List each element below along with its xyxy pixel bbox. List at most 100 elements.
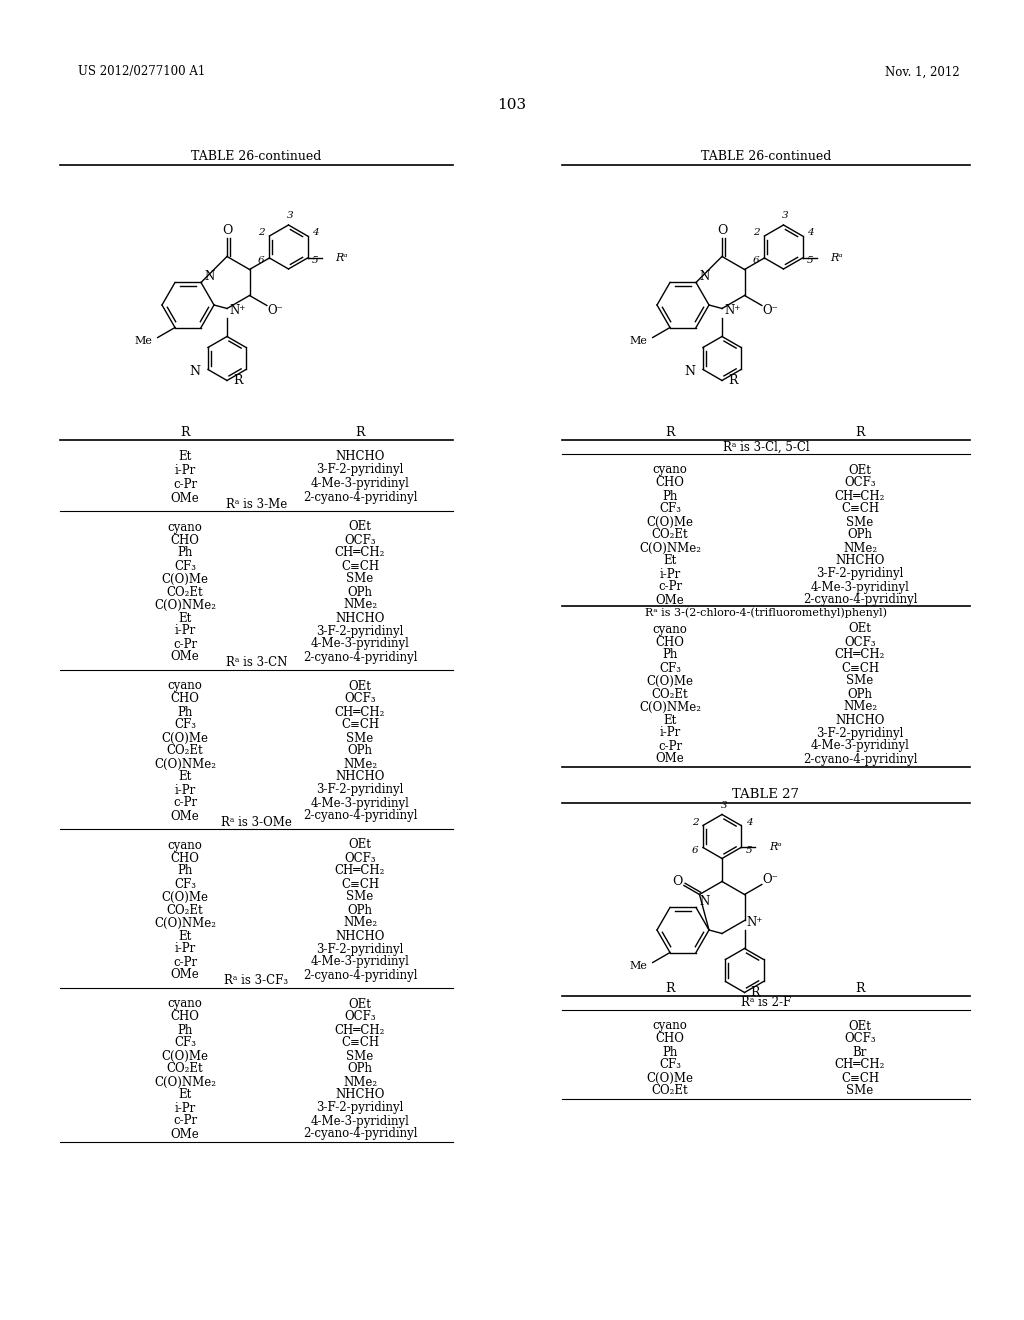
Text: CHO: CHO <box>171 1011 200 1023</box>
Text: CF₃: CF₃ <box>174 560 196 573</box>
Text: i-Pr: i-Pr <box>659 726 681 739</box>
Text: OEt: OEt <box>348 998 372 1011</box>
Text: Rᵃ is 2-F: Rᵃ is 2-F <box>741 997 792 1010</box>
Text: C(O)NMe₂: C(O)NMe₂ <box>639 701 701 714</box>
Text: N: N <box>699 895 710 908</box>
Text: OMe: OMe <box>171 969 200 982</box>
Text: 3-F-2-pyridinyl: 3-F-2-pyridinyl <box>316 624 403 638</box>
Text: Rᵃ is 3-CN: Rᵃ is 3-CN <box>226 656 287 669</box>
Text: 3-F-2-pyridinyl: 3-F-2-pyridinyl <box>816 726 904 739</box>
Text: Me: Me <box>630 335 647 346</box>
Text: CF₃: CF₃ <box>174 718 196 731</box>
Text: c-Pr: c-Pr <box>173 638 197 651</box>
Text: N: N <box>699 271 710 282</box>
Text: C(O)NMe₂: C(O)NMe₂ <box>154 758 216 771</box>
Text: Ph: Ph <box>663 648 678 661</box>
Text: SMe: SMe <box>346 573 374 586</box>
Text: C(O)Me: C(O)Me <box>162 1049 209 1063</box>
Text: C(O)Me: C(O)Me <box>162 731 209 744</box>
Text: R: R <box>180 425 189 438</box>
Text: CF₃: CF₃ <box>659 1059 681 1072</box>
Text: SMe: SMe <box>346 891 374 903</box>
Text: OEt: OEt <box>849 1019 871 1032</box>
Text: SMe: SMe <box>847 1085 873 1097</box>
Text: OCF₃: OCF₃ <box>344 533 376 546</box>
Text: NMe₂: NMe₂ <box>343 758 377 771</box>
Text: Ph: Ph <box>177 865 193 878</box>
Text: N: N <box>189 366 200 378</box>
Text: O⁻: O⁻ <box>267 304 284 317</box>
Text: 2-cyano-4-pyridinyl: 2-cyano-4-pyridinyl <box>303 491 417 504</box>
Text: 4-Me-3-pyridinyl: 4-Me-3-pyridinyl <box>310 478 410 491</box>
Text: 2-cyano-4-pyridinyl: 2-cyano-4-pyridinyl <box>303 969 417 982</box>
Text: OMe: OMe <box>171 1127 200 1140</box>
Text: CO₂Et: CO₂Et <box>651 528 688 541</box>
Text: OEt: OEt <box>849 623 871 635</box>
Text: c-Pr: c-Pr <box>658 739 682 752</box>
Text: C≡CH: C≡CH <box>841 661 879 675</box>
Text: cyano: cyano <box>168 998 203 1011</box>
Text: 2-cyano-4-pyridinyl: 2-cyano-4-pyridinyl <box>803 752 918 766</box>
Text: R: R <box>355 425 365 438</box>
Text: Et: Et <box>178 450 191 462</box>
Text: OCF₃: OCF₃ <box>344 1011 376 1023</box>
Text: Rᵃ: Rᵃ <box>336 253 348 263</box>
Text: OEt: OEt <box>348 838 372 851</box>
Text: 2: 2 <box>258 228 265 238</box>
Text: cyano: cyano <box>168 838 203 851</box>
Text: Rᵃ: Rᵃ <box>830 253 843 263</box>
Text: Br: Br <box>853 1045 867 1059</box>
Text: CF₃: CF₃ <box>659 661 681 675</box>
Text: CO₂Et: CO₂Et <box>167 1063 204 1076</box>
Text: 4-Me-3-pyridinyl: 4-Me-3-pyridinyl <box>310 638 410 651</box>
Text: O⁻: O⁻ <box>763 873 778 886</box>
Text: cyano: cyano <box>652 463 687 477</box>
Text: 4: 4 <box>312 228 318 238</box>
Text: Et: Et <box>178 771 191 784</box>
Text: i-Pr: i-Pr <box>174 1101 196 1114</box>
Text: 2-cyano-4-pyridinyl: 2-cyano-4-pyridinyl <box>303 809 417 822</box>
Text: NHCHO: NHCHO <box>335 611 385 624</box>
Text: NHCHO: NHCHO <box>335 1089 385 1101</box>
Text: CH═CH₂: CH═CH₂ <box>335 1023 385 1036</box>
Text: CHO: CHO <box>655 1032 684 1045</box>
Text: CHO: CHO <box>655 635 684 648</box>
Text: SMe: SMe <box>346 1049 374 1063</box>
Text: Me: Me <box>135 335 153 346</box>
Text: Rᵃ is 3-(2-chloro-4-(trifluoromethyl)phenyl): Rᵃ is 3-(2-chloro-4-(trifluoromethyl)phe… <box>645 607 887 618</box>
Text: Rᵃ: Rᵃ <box>769 842 781 853</box>
Text: C(O)NMe₂: C(O)NMe₂ <box>639 541 701 554</box>
Text: i-Pr: i-Pr <box>174 942 196 956</box>
Text: 3-F-2-pyridinyl: 3-F-2-pyridinyl <box>316 1101 403 1114</box>
Text: 3-F-2-pyridinyl: 3-F-2-pyridinyl <box>316 942 403 956</box>
Text: CO₂Et: CO₂Et <box>167 744 204 758</box>
Text: OPh: OPh <box>848 688 872 701</box>
Text: C(O)Me: C(O)Me <box>646 1072 693 1085</box>
Text: C(O)Me: C(O)Me <box>162 573 209 586</box>
Text: 4-Me-3-pyridinyl: 4-Me-3-pyridinyl <box>310 956 410 969</box>
Text: C≡CH: C≡CH <box>341 718 379 731</box>
Text: 3: 3 <box>782 211 788 220</box>
Text: CO₂Et: CO₂Et <box>167 903 204 916</box>
Text: Ph: Ph <box>663 490 678 503</box>
Text: CH═CH₂: CH═CH₂ <box>835 1059 885 1072</box>
Text: Rᵃ is 3-Me: Rᵃ is 3-Me <box>226 498 287 511</box>
Text: NHCHO: NHCHO <box>335 771 385 784</box>
Text: C(O)Me: C(O)Me <box>162 891 209 903</box>
Text: NHCHO: NHCHO <box>335 450 385 462</box>
Text: C≡CH: C≡CH <box>341 1036 379 1049</box>
Text: NMe₂: NMe₂ <box>343 1076 377 1089</box>
Text: CF₃: CF₃ <box>174 1036 196 1049</box>
Text: cyano: cyano <box>168 680 203 693</box>
Text: C(O)Me: C(O)Me <box>646 516 693 528</box>
Text: OMe: OMe <box>171 809 200 822</box>
Text: C(O)NMe₂: C(O)NMe₂ <box>154 916 216 929</box>
Text: N⁺: N⁺ <box>229 304 246 317</box>
Text: CF₃: CF₃ <box>659 503 681 516</box>
Text: OCF₃: OCF₃ <box>344 851 376 865</box>
Text: NHCHO: NHCHO <box>836 714 885 726</box>
Text: N⁺: N⁺ <box>746 916 763 929</box>
Text: cyano: cyano <box>652 1019 687 1032</box>
Text: c-Pr: c-Pr <box>658 581 682 594</box>
Text: OPh: OPh <box>347 1063 373 1076</box>
